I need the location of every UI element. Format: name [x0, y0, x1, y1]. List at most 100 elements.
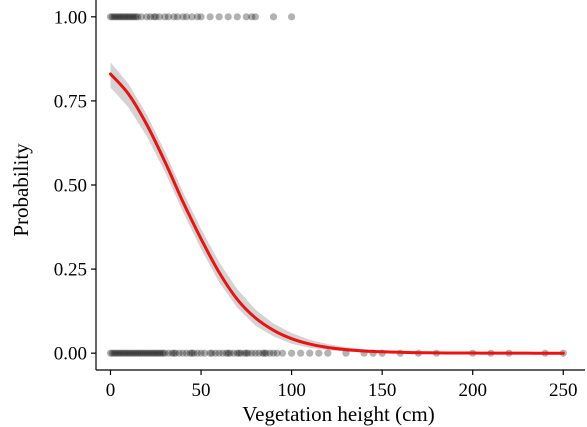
data-point-absent: [342, 349, 350, 357]
data-point-absent: [259, 349, 267, 357]
y-tick-label: 0.25: [54, 260, 87, 281]
data-point-absent: [190, 349, 198, 357]
data-point-absent: [219, 349, 227, 357]
data-point-absent: [208, 349, 216, 357]
data-point-absent: [159, 349, 167, 357]
data-point-absent: [186, 349, 194, 357]
data-point-absent: [123, 349, 131, 357]
data-point-absent: [222, 349, 230, 357]
data-point-absent: [278, 349, 287, 357]
data-point-absent: [161, 349, 169, 357]
data-point-present: [152, 13, 160, 21]
data-point-absent: [168, 349, 176, 357]
data-point-absent: [288, 349, 296, 357]
data-point-absent: [130, 349, 138, 357]
data-point-absent: [179, 349, 187, 357]
data-point-absent: [108, 349, 116, 357]
data-point-present: [197, 13, 205, 21]
y-tick-label: 0.50: [54, 176, 87, 197]
x-tick-label: 100: [277, 380, 306, 401]
x-tick-label: 200: [458, 380, 487, 401]
y-axis-title: Probability: [9, 143, 33, 237]
data-point-present: [132, 13, 140, 21]
data-point-absent: [266, 349, 274, 357]
data-point-absent: [172, 349, 180, 357]
y-tick-label: 0.75: [54, 91, 87, 112]
data-point-absent: [269, 349, 278, 357]
data-point-absent: [175, 349, 183, 357]
data-point-present: [182, 13, 191, 21]
data-point-present: [173, 13, 182, 21]
data-point-present: [288, 13, 296, 21]
data-point-absent: [193, 349, 202, 357]
data-point-absent: [125, 349, 133, 357]
data-point-absent: [117, 349, 125, 357]
data-point-absent: [201, 349, 209, 357]
data-point-absent: [106, 349, 115, 357]
data-point-present: [119, 13, 127, 21]
data-point-absent: [112, 349, 120, 357]
data-point-present: [161, 13, 169, 21]
data-point-absent: [297, 349, 305, 357]
data-point-present: [114, 13, 122, 21]
y-tick-label: 1.00: [54, 7, 87, 28]
data-point-present: [155, 13, 163, 21]
data-point-absent: [152, 349, 160, 357]
data-point-present: [125, 13, 133, 21]
data-point-absent: [260, 349, 269, 357]
y-axis-ticks: 0.00 0.25 0.50 0.75 1.00: [54, 7, 96, 365]
data-point-absent: [157, 349, 165, 357]
data-point-absent: [114, 349, 122, 357]
data-point-absent: [306, 349, 314, 357]
data-point-present: [150, 13, 158, 21]
data-point-absent: [182, 349, 191, 357]
data-point-present: [188, 13, 196, 21]
data-point-present: [121, 13, 129, 21]
data-point-absent: [119, 349, 127, 357]
data-point-absent: [224, 349, 232, 357]
data-point-present: [146, 13, 154, 21]
confidence-ribbon: [110, 62, 564, 354]
data-point-absent: [155, 349, 163, 357]
data-point-present: [115, 13, 124, 21]
data-point-absent: [240, 349, 249, 357]
data-point-present: [206, 13, 214, 21]
x-tick-label: 50: [192, 380, 211, 401]
data-point-absent: [315, 349, 323, 357]
data-point-absent: [137, 349, 145, 357]
data-point-present: [179, 13, 187, 21]
data-point-absent: [262, 349, 270, 357]
data-point-present: [251, 13, 259, 21]
data-point-absent: [244, 349, 252, 357]
data-point-present: [112, 13, 120, 21]
data-point-absent: [148, 349, 156, 357]
data-point-absent: [110, 349, 118, 357]
data-point-present: [106, 13, 115, 21]
data-point-present: [164, 13, 173, 21]
data-point-present: [248, 13, 256, 21]
data-point-absent: [273, 349, 281, 357]
data-point-present: [123, 13, 131, 21]
data-point-absent: [206, 349, 214, 357]
data-point-present: [224, 13, 232, 21]
data-point-absent: [215, 349, 223, 357]
data-point-absent: [197, 349, 205, 357]
data-point-absent: [121, 349, 129, 357]
x-axis-title: Vegetation height (cm): [242, 402, 434, 426]
data-point-absent: [153, 349, 162, 357]
data-point-present: [193, 13, 202, 21]
data-point-present: [137, 13, 145, 21]
data-point-absent: [115, 349, 124, 357]
data-point-present: [126, 13, 135, 21]
data-point-absent: [139, 349, 147, 357]
data-point-present: [110, 13, 118, 21]
data-point-absent: [226, 349, 234, 357]
x-tick-label: 0: [106, 380, 116, 401]
data-point-present: [215, 13, 223, 21]
data-point-absent: [242, 349, 250, 357]
data-point-present: [130, 13, 138, 21]
data-point-absent: [251, 349, 259, 357]
data-point-absent: [126, 349, 135, 357]
data-point-absent: [135, 349, 144, 357]
x-tick-label: 250: [549, 380, 578, 401]
